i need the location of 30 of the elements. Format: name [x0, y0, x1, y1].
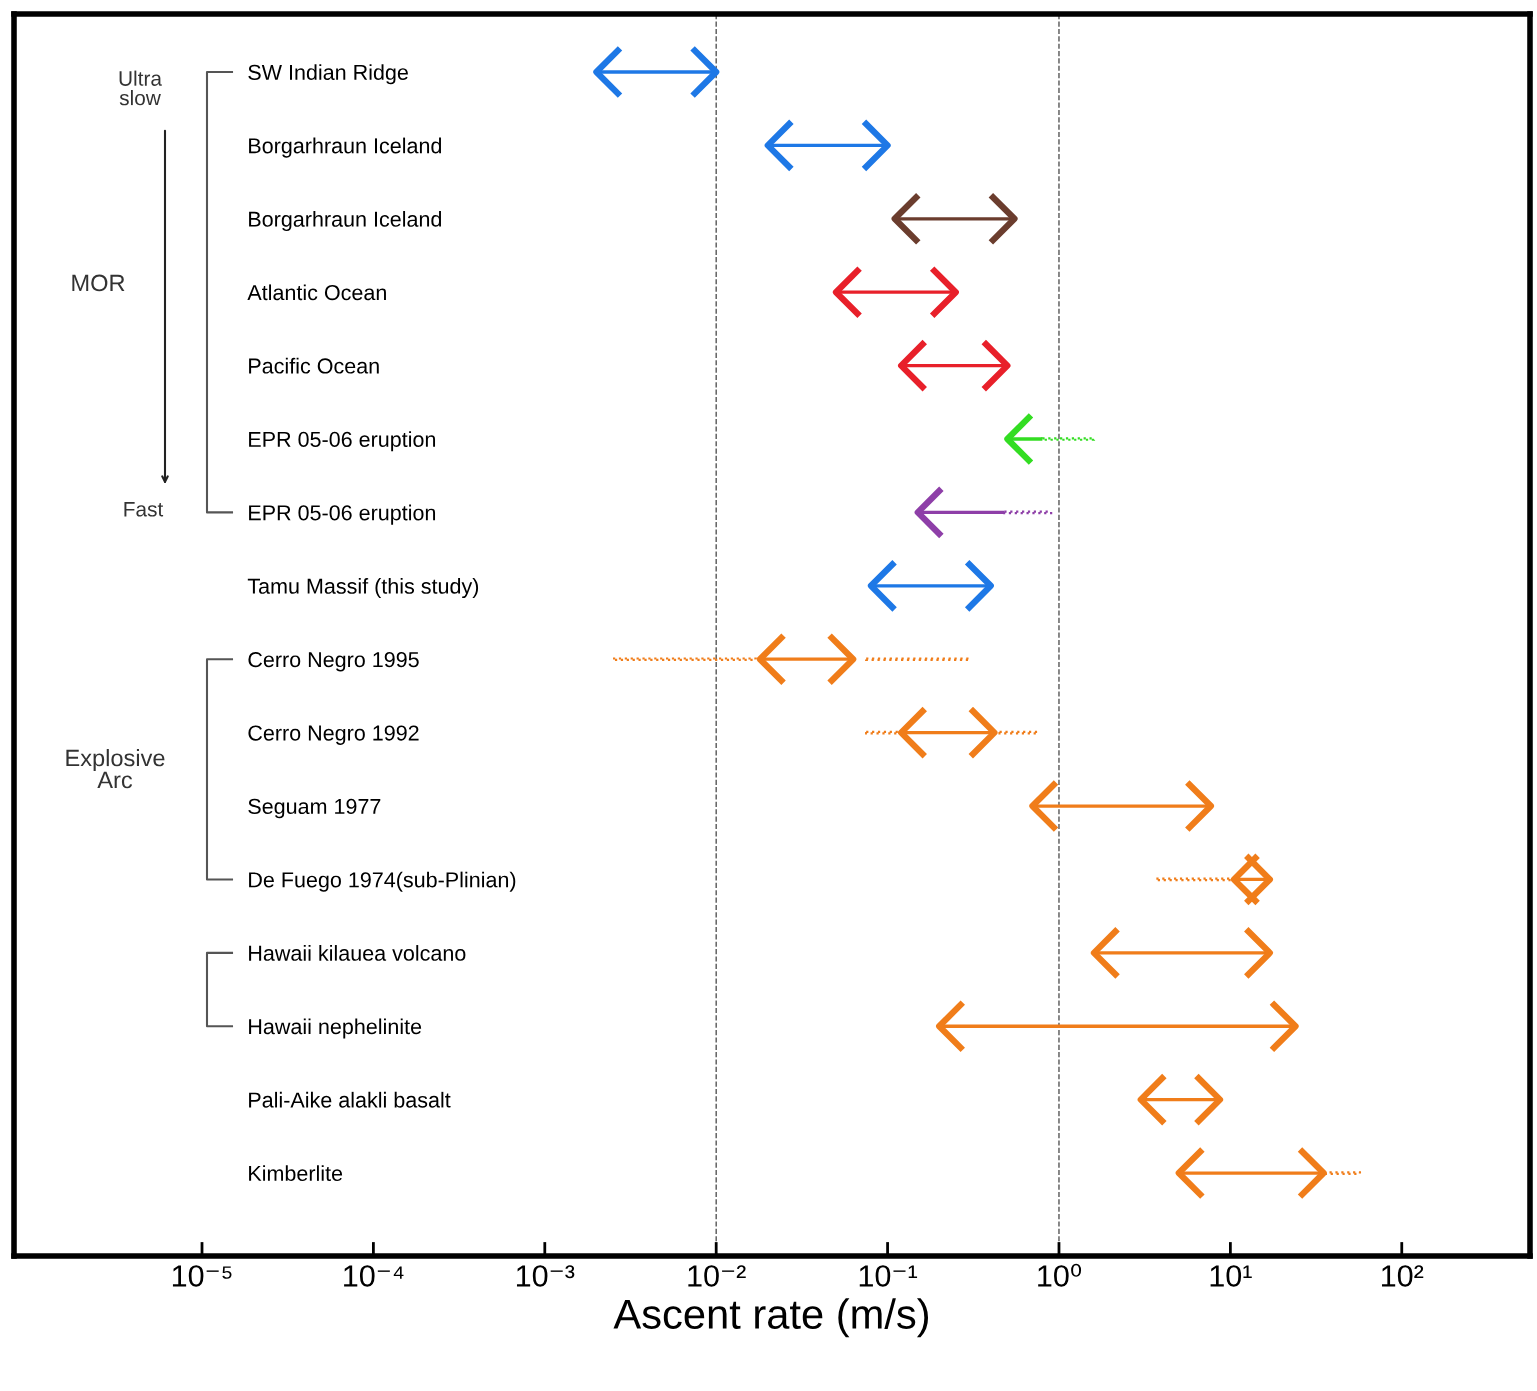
annotation: Fast	[124, 502, 164, 517]
y-tick-label: Atlantic Ocean	[247, 284, 386, 301]
bar	[865, 657, 971, 662]
y-tick-label: SW Indian Ridge	[248, 64, 408, 85]
annotation: Explosive Arc	[66, 748, 165, 789]
y-tick-label: Hawaii nephelinite	[249, 1018, 422, 1039]
annotation: Ultra slow	[119, 70, 162, 106]
y-tick-label: Pali-Aike alakli basalt	[249, 1091, 451, 1108]
y-tick-label: EPR 05-06 eruption	[249, 431, 436, 452]
y-tick-label: Borgarhraun Iceland	[249, 211, 442, 232]
x-tick-label: 10¹	[1210, 1265, 1252, 1287]
y-tick-label: Seguam 1977	[248, 798, 381, 819]
y-tick-label: Pacific Ocean	[249, 357, 379, 374]
x-tick-label: 10⁻⁵	[172, 1265, 232, 1287]
annotation: MOR	[72, 274, 125, 292]
x-tick-label: 10⁻³	[516, 1265, 575, 1287]
x-tick-label: 10⁻²	[688, 1265, 746, 1287]
x-tick-label: 10²	[1382, 1265, 1424, 1287]
x-tick-label: 10⁰	[1038, 1263, 1082, 1287]
x-axis-title: Ascent rate (m/s)	[613, 1298, 929, 1338]
y-tick-label: Kimberlite	[249, 1165, 343, 1182]
y-tick-label: Cerro Negro 1992	[248, 725, 419, 745]
y-tick-label: Hawaii kilauea volcano	[249, 945, 466, 961]
x-tick-label: 10⁻¹	[859, 1265, 918, 1287]
x-tick-label: 10⁻⁴	[344, 1265, 404, 1287]
y-tick-label: EPR 05-06 eruption	[249, 504, 436, 525]
y-tick-label: De Fuego 1974(sub-Plinian)	[249, 871, 516, 892]
y-tick-label: Cerro Negro 1995	[248, 651, 419, 672]
y-tick-label: Borgarhraun Iceland	[249, 137, 442, 158]
y-tick-label: Tamu Massif (this study)	[247, 578, 479, 599]
